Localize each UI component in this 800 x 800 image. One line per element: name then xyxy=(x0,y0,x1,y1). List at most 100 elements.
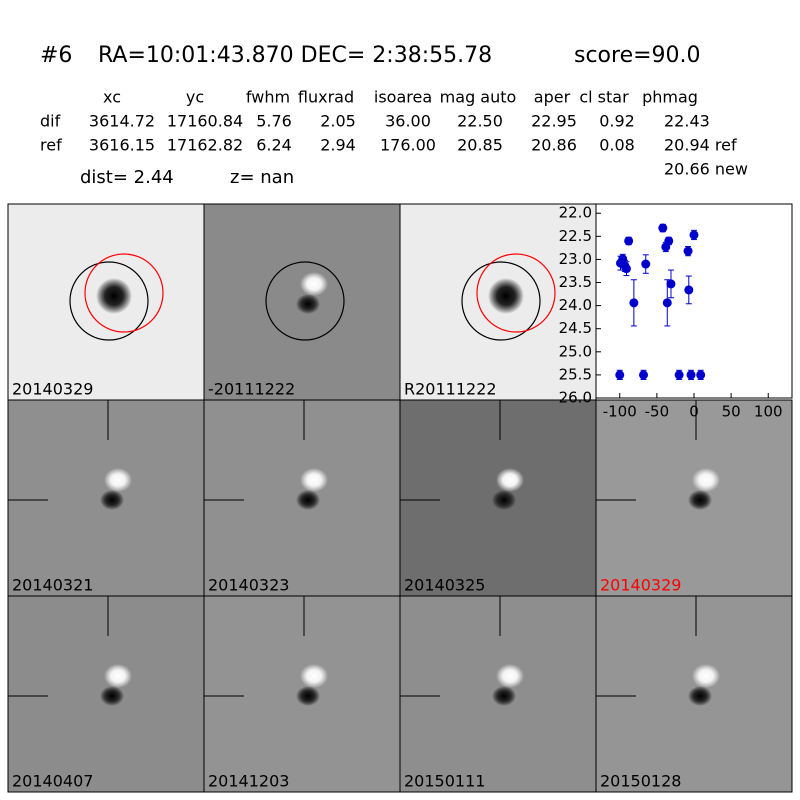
x-tick-label: 0 xyxy=(689,403,699,421)
y-tick-label: 22.0 xyxy=(559,204,592,222)
y-tick-label: 25.0 xyxy=(559,342,592,360)
stamp-label: 20140407 xyxy=(12,772,93,791)
stamp-label: 20140329 xyxy=(600,576,681,595)
stamp-label: 20140329 xyxy=(12,380,93,399)
point xyxy=(686,370,696,380)
table-cell: 22.95 xyxy=(531,112,577,131)
source xyxy=(96,278,132,314)
x-tick-label: 100 xyxy=(754,403,783,421)
point xyxy=(674,370,684,380)
positive-lobe xyxy=(300,272,328,296)
point xyxy=(641,259,651,269)
column-header: isoarea xyxy=(374,88,432,107)
aperture xyxy=(265,261,345,341)
column-header: mag auto xyxy=(440,88,517,107)
table-cell: 20.94 ref xyxy=(664,136,737,155)
x-tick-label: 50 xyxy=(722,403,741,421)
table-cell: 36.00 xyxy=(385,112,431,131)
point xyxy=(615,370,625,380)
point xyxy=(658,223,668,233)
negative-lobe xyxy=(492,490,516,510)
negative-lobe xyxy=(100,490,124,510)
positive-lobe xyxy=(104,468,132,492)
score: score=90.0 xyxy=(574,43,701,68)
table-cell: 2.05 xyxy=(320,112,356,131)
table-cell: 0.08 xyxy=(599,136,635,155)
negative-lobe xyxy=(688,686,712,706)
column-header: xc xyxy=(103,88,121,107)
point xyxy=(629,298,639,308)
table-cell: 20.85 xyxy=(457,136,503,155)
column-header: yc xyxy=(186,88,204,107)
y-tick-label: 24.5 xyxy=(559,319,592,337)
positive-lobe xyxy=(300,664,328,688)
source xyxy=(488,278,524,314)
table-cell: ref xyxy=(40,136,62,155)
point xyxy=(684,285,694,295)
negative-lobe xyxy=(688,490,712,510)
point xyxy=(689,230,699,240)
y-tick-label: 23.0 xyxy=(559,250,592,268)
stamp-label: 20140323 xyxy=(208,576,289,595)
dist: dist= 2.44 xyxy=(80,167,174,188)
point xyxy=(624,236,634,246)
y-tick-label: 22.5 xyxy=(559,227,592,245)
table-cell: 176.00 xyxy=(380,136,436,155)
x-tick-label: -100 xyxy=(603,403,637,421)
negative-lobe xyxy=(296,686,320,706)
column-header: fluxrad xyxy=(298,88,354,107)
point xyxy=(621,264,631,274)
positive-lobe xyxy=(692,468,720,492)
table-cell: 0.92 xyxy=(599,112,635,131)
aperture-ref xyxy=(84,253,164,333)
table-cell: 3616.15 xyxy=(89,136,155,155)
positive-lobe xyxy=(300,468,328,492)
table-cell: 17162.82 xyxy=(167,136,243,155)
negative-lobe xyxy=(296,490,320,510)
coordinates: RA=10:01:43.870 DEC= 2:38:55.78 xyxy=(98,43,492,68)
candidate-id: #6 xyxy=(40,43,72,68)
y-tick-label: 26.0 xyxy=(559,389,592,407)
stamp-label: -20111222 xyxy=(208,380,295,399)
positive-lobe xyxy=(496,468,524,492)
stamp-label: 20140321 xyxy=(12,576,93,595)
negative-lobe xyxy=(296,294,320,314)
new-mag: 20.66 new xyxy=(664,160,748,179)
positive-lobe xyxy=(692,664,720,688)
positive-lobe xyxy=(104,664,132,688)
table-cell: 22.43 xyxy=(664,112,710,131)
y-tick-label: 25.5 xyxy=(559,365,592,383)
table-cell: 22.50 xyxy=(457,112,503,131)
stamp-label: 20141203 xyxy=(208,772,289,791)
x-tick-label: -50 xyxy=(645,403,670,421)
column-header: aper xyxy=(534,88,571,107)
aperture xyxy=(461,261,541,341)
table-cell: 3614.72 xyxy=(89,112,155,131)
aperture-ref xyxy=(476,253,556,333)
point xyxy=(683,246,693,256)
y-tick-label: 24.0 xyxy=(559,296,592,314)
aperture xyxy=(69,261,149,341)
stamp-label: 20140325 xyxy=(404,576,485,595)
point xyxy=(662,298,672,308)
column-header: phmag xyxy=(642,88,698,107)
stamp-frame xyxy=(595,595,793,793)
point xyxy=(696,370,706,380)
column-header: cl star xyxy=(579,88,629,107)
table-cell: 2.94 xyxy=(320,136,356,155)
table-cell: dif xyxy=(40,112,61,131)
point xyxy=(664,236,674,246)
stamp-label: 20150111 xyxy=(404,772,485,791)
column-header: fwhm xyxy=(246,88,290,107)
redshift: z= nan xyxy=(230,167,294,188)
point xyxy=(666,279,676,289)
stamp-label: R20111222 xyxy=(404,380,497,399)
table-cell: 20.86 xyxy=(531,136,577,155)
positive-lobe xyxy=(496,664,524,688)
y-tick-label: 23.5 xyxy=(559,273,592,291)
negative-lobe xyxy=(100,686,124,706)
table-cell: 17160.84 xyxy=(167,112,243,131)
negative-lobe xyxy=(492,686,516,706)
point xyxy=(639,370,649,380)
